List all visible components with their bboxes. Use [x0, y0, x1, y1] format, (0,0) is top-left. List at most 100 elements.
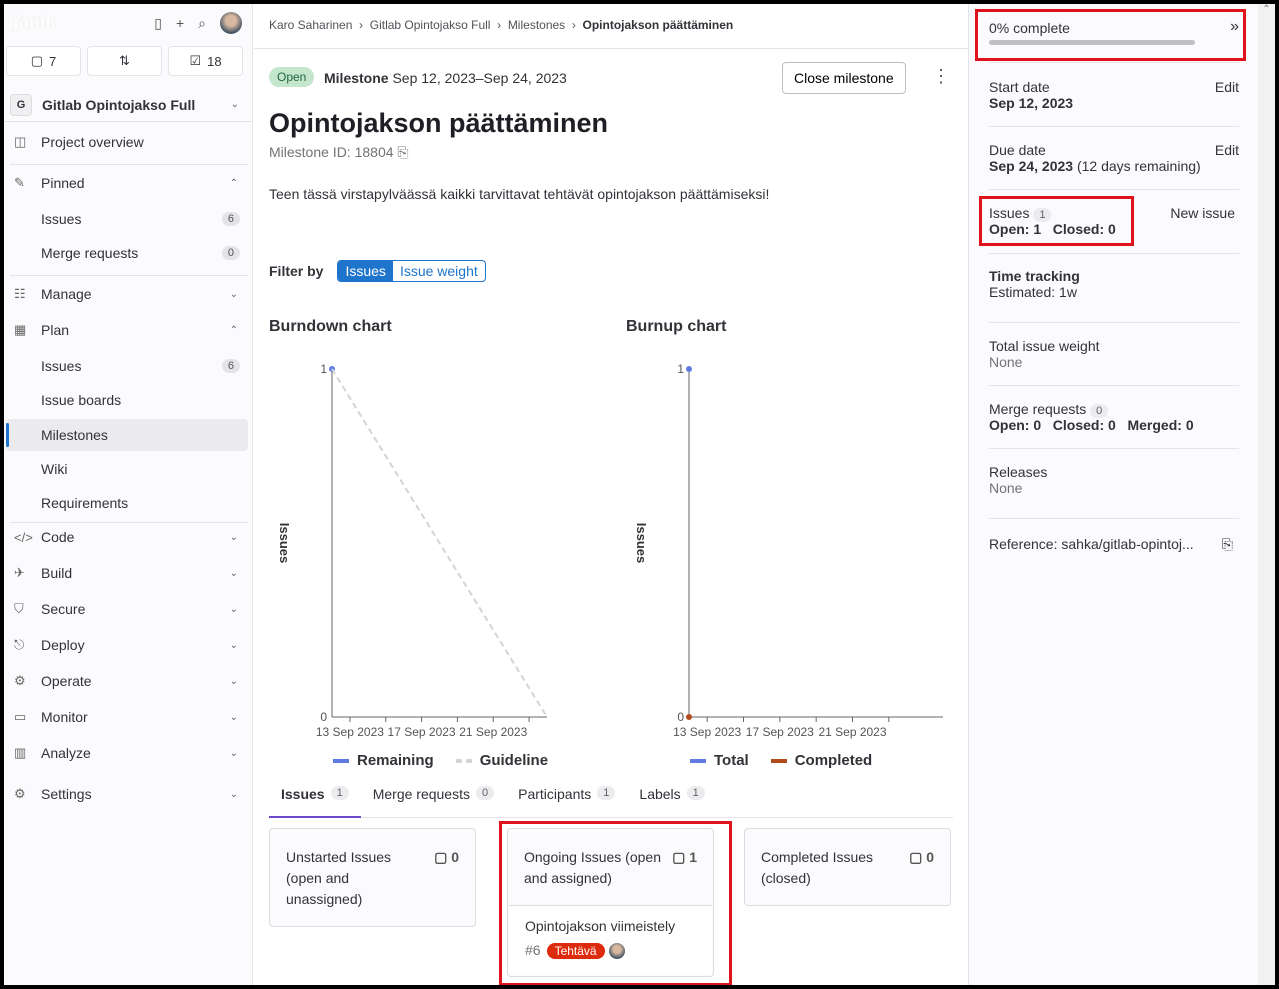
filter-issue-weight[interactable]: Issue weight — [399, 263, 478, 279]
y-tick-label: 1 — [677, 362, 684, 376]
merge-requests-summary: Merge requests 0 Open: 0 Closed: 0 Merged… — [989, 401, 1194, 433]
y-axis-label: Issues — [277, 523, 292, 563]
description: Teen tässä virstapylväässä kaikki tarvit… — [269, 186, 770, 202]
sidebar-item-milestones[interactable]: Milestones — [6, 419, 248, 451]
assignee-avatar[interactable] — [608, 943, 625, 960]
sidebar-item-requirements[interactable]: Requirements — [41, 495, 129, 511]
sidebar-item-code[interactable]: </> Code ⌄ — [14, 529, 238, 545]
x-tick-label: 13 Sep 2023 — [316, 725, 384, 739]
logo[interactable]: jamk — [12, 10, 57, 32]
todo-icon: ☑ — [189, 53, 202, 68]
sidebar-item-manage[interactable]: ☷ Manage ⌄ — [14, 286, 238, 302]
sidebar-item-build[interactable]: ✈ Build ⌄ — [14, 565, 238, 581]
sidebar-item-pinned[interactable]: ✎ Pinned ⌃ — [14, 175, 238, 191]
close-milestone-button[interactable]: Close milestone — [782, 62, 906, 94]
sidebar-item-secure[interactable]: ⛉ Secure ⌄ — [14, 601, 238, 617]
chevron-icon[interactable]: ⌄ — [229, 788, 238, 800]
x-tick-label: 17 Sep 2023 — [746, 725, 814, 739]
sidebar-item-monitor[interactable]: ▭ Monitor ⌄ — [14, 709, 238, 725]
sidebar-item-plan[interactable]: ▦ Plan ⌃ — [14, 322, 238, 338]
search-icon[interactable]: ⌕ — [198, 14, 206, 31]
burnup-title: Burnup chart — [626, 318, 727, 335]
chevron-icon[interactable]: ⌄ — [229, 531, 238, 543]
copy-reference-icon[interactable]: ⎘ — [1221, 536, 1233, 552]
secure-icon: ⛉ — [14, 601, 24, 616]
collapse-sidebar-icon[interactable]: » — [1230, 18, 1239, 35]
merge-requests-button[interactable]: ⇅ — [87, 46, 162, 76]
chevron-icon[interactable]: ⌄ — [229, 747, 238, 759]
pinned-icon: ✎ — [14, 175, 25, 190]
right-sidebar: 0% complete » Start date Sep 12, 2023 Edit… — [968, 4, 1258, 985]
sidebar-item-issue-boards[interactable]: Issue boards — [41, 392, 122, 408]
x-tick-label: 17 Sep 2023 — [388, 725, 456, 739]
chevron-icon[interactable]: ⌄ — [229, 639, 238, 651]
chevron-icon[interactable]: ⌄ — [229, 675, 238, 687]
sidebar: jamk ▯ + ⌕ ▢ 7 ⇅ ☑ 18 G Gitlab Opintojakso… — [4, 4, 253, 985]
sidebar-item-wiki[interactable]: Wiki — [41, 461, 68, 477]
tab-issues[interactable]: Issues 1 — [269, 784, 361, 818]
issues-count-button[interactable]: ▢ 7 — [6, 46, 81, 76]
y-tick-label: 0 — [677, 710, 684, 724]
label-badge[interactable]: Tehtävä — [546, 943, 605, 959]
code-icon: </> — [14, 529, 33, 545]
chevron-icon[interactable]: ⌄ — [229, 603, 238, 615]
point-total — [686, 366, 692, 372]
due-date: Due date Sep 24, 2023 (12 days remaining)… — [989, 142, 1239, 174]
sidebar-item-analyze[interactable]: ▥ Analyze ⌄ — [14, 745, 238, 761]
chevron-down-icon: ⌄ — [230, 99, 239, 110]
burndown-legend: Remaining Guideline — [333, 752, 548, 769]
milestone-dates: Milestone Sep 12, 2023–Sep 24, 2023 — [324, 70, 567, 86]
tab-participants[interactable]: Participants 1 — [506, 784, 627, 818]
legend-completed[interactable]: Completed — [770, 752, 872, 769]
tab-labels[interactable]: Labels 1 — [627, 784, 716, 818]
avatar[interactable] — [220, 12, 242, 34]
more-actions-icon[interactable]: ⋮ — [932, 66, 950, 86]
chevron-icon[interactable]: ⌄ — [229, 288, 238, 300]
chevron-icon[interactable]: ⌃ — [229, 177, 238, 189]
monitor-icon: ▭ — [14, 709, 27, 724]
todos-button[interactable]: ☑ 18 — [168, 46, 243, 76]
sidebar-item-issues[interactable]: Issues 6 — [6, 203, 248, 235]
legend-remaining[interactable]: Remaining — [333, 752, 434, 769]
filter-by: Filter by Issues Issue weight — [269, 260, 486, 282]
new-issue-link[interactable]: New issue — [1170, 205, 1235, 221]
legend-guideline[interactable]: Guideline — [455, 752, 548, 769]
issues-summary: Issues 1 Open: 1 Closed: 0 New issue — [989, 205, 1235, 237]
sidebar-item-deploy[interactable]: ⎋ Deploy ⌄ — [14, 637, 238, 653]
issue-icon: ▢ — [30, 53, 44, 68]
copy-icon[interactable]: ⎘ — [397, 144, 409, 160]
chevron-icon[interactable]: ⌄ — [229, 567, 238, 579]
tabs: Issues 1 Merge requests 0 Participants 1 La… — [269, 784, 953, 818]
settings-icon: ⚙ — [14, 786, 26, 801]
tab-merge-requests[interactable]: Merge requests 0 — [361, 784, 506, 818]
analyze-icon: ▥ — [14, 745, 27, 760]
sidebar-item-settings[interactable]: ⚙ Settings ⌄ — [14, 786, 238, 802]
main: Karo Saharinen › Gitlab Opintojakso Full… — [254, 4, 968, 985]
x-tick-label: 21 Sep 2023 — [459, 725, 527, 739]
legend-total[interactable]: Total — [690, 752, 749, 769]
burndown-chart: 0 1 13 Sep 2023 17 Sep 2023 21 Sep 2023 Issue… — [277, 362, 548, 739]
project-switcher[interactable]: G Gitlab Opintojakso Full ⌄ — [4, 88, 253, 122]
burndown-title: Burndown chart — [269, 318, 392, 335]
sidebar-item-merge-requests[interactable]: Merge requests 0 — [6, 237, 248, 269]
x-tick-label: 13 Sep 2023 — [673, 725, 741, 739]
milestone-id: Milestone ID: 18804 ⎘ — [269, 144, 409, 160]
sidebar-toggle-icon[interactable]: ▯ — [154, 14, 162, 31]
page-title: Opintojakson päättäminen — [269, 108, 609, 138]
deploy-icon: ⎋ — [14, 637, 25, 652]
scrollbar[interactable]: ⌃ — [1258, 4, 1275, 985]
chevron-icon[interactable]: ⌃ — [229, 324, 238, 336]
filter-issues[interactable]: Issues — [338, 261, 393, 281]
issue-card[interactable]: Opintojakson viimeistely #6 Tehtävä — [509, 905, 712, 975]
sidebar-item-issues[interactable]: Issues 6 — [6, 350, 248, 382]
start-date: Start date Sep 12, 2023 Edit — [989, 79, 1239, 111]
point-completed — [686, 714, 692, 720]
plus-icon[interactable]: + — [175, 15, 185, 31]
sidebar-item-operate[interactable]: ⚙ Operate ⌄ — [14, 673, 238, 689]
chevron-icon[interactable]: ⌄ — [229, 711, 238, 723]
y-tick-label: 0 — [320, 710, 327, 724]
burnup-chart: 0 1 13 Sep 2023 17 Sep 2023 21 Sep 2023 Issue… — [634, 362, 943, 739]
operate-icon: ⚙ — [14, 673, 26, 688]
sidebar-item-project-overview[interactable]: ◫ Project overview — [14, 134, 144, 150]
total-issue-weight: Total issue weight None — [989, 338, 1100, 370]
